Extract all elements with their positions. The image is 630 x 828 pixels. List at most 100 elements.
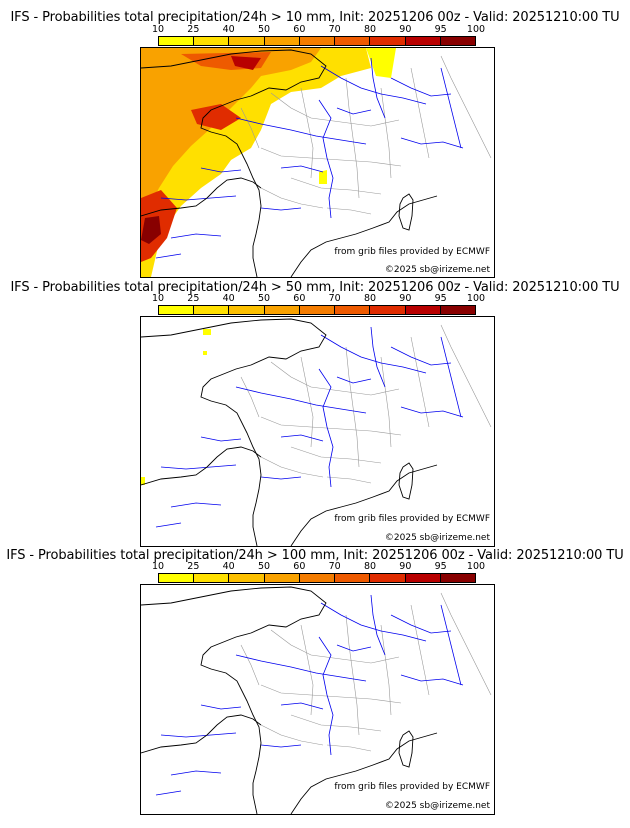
river bbox=[370, 57, 386, 119]
colorbar-tick-label: 90 bbox=[399, 24, 412, 35]
region-border bbox=[290, 177, 382, 195]
river bbox=[280, 434, 324, 442]
river bbox=[318, 636, 334, 756]
colorbar-tick-label: 25 bbox=[187, 561, 200, 572]
probability-area bbox=[191, 104, 241, 130]
river bbox=[390, 346, 452, 366]
colorbar-swatch bbox=[264, 37, 300, 45]
region-border bbox=[300, 87, 314, 179]
credit-ecmwf: from grib files provided by ECMWF bbox=[334, 782, 490, 792]
colorbar-swatch bbox=[264, 306, 300, 314]
river bbox=[280, 165, 324, 173]
colorbar-tick-label: 100 bbox=[466, 293, 486, 304]
river bbox=[170, 233, 222, 239]
river bbox=[260, 476, 302, 480]
colorbar-swatch bbox=[299, 574, 336, 582]
river bbox=[155, 790, 182, 796]
colorbar-ticks: 10 25 40 50 60 70 80 90 95 100 bbox=[152, 561, 485, 573]
probability-area bbox=[141, 48, 321, 218]
region-border bbox=[260, 456, 324, 478]
river bbox=[160, 732, 237, 738]
colorbar-tick-label: 10 bbox=[151, 561, 165, 572]
probability-area bbox=[231, 56, 261, 70]
probability-area bbox=[366, 48, 396, 78]
coastline-med bbox=[290, 195, 438, 277]
colorbar-swatch bbox=[440, 37, 475, 45]
colorbar-tick-label: 10 bbox=[151, 293, 165, 304]
river bbox=[370, 594, 386, 656]
probability-area bbox=[141, 216, 161, 244]
region-border bbox=[410, 67, 430, 159]
river bbox=[170, 502, 222, 508]
colorbar-swatch bbox=[194, 574, 230, 582]
coastline bbox=[141, 49, 327, 277]
panel-1-map: from grib files provided by ECMWF ©2025 … bbox=[140, 47, 495, 278]
region-border bbox=[380, 624, 392, 716]
colorbar-swatch bbox=[194, 37, 230, 45]
river bbox=[160, 195, 237, 201]
colorbar-swatch bbox=[335, 306, 371, 314]
credit-irizeme: ©2025 sb@irizeme.net bbox=[384, 265, 490, 275]
region-border bbox=[260, 147, 402, 167]
colorbar-tick-label: 40 bbox=[222, 293, 235, 304]
region-border bbox=[345, 614, 360, 736]
region-border bbox=[260, 684, 402, 704]
river bbox=[440, 67, 462, 149]
river bbox=[155, 253, 182, 259]
panel-2-title: IFS - Probabilities total precipitation/… bbox=[10, 280, 620, 295]
colorbar-swatch bbox=[405, 306, 441, 314]
colorbar-tick-label: 10 bbox=[151, 24, 165, 35]
colorbar-swatch bbox=[370, 37, 406, 45]
colorbar-swatch bbox=[370, 306, 406, 314]
river bbox=[400, 406, 464, 418]
colorbar-tick-label: 25 bbox=[187, 293, 200, 304]
colorbar-swatch bbox=[229, 574, 265, 582]
colorbar-tick-label: 70 bbox=[328, 293, 341, 304]
corsica-outline bbox=[398, 462, 414, 500]
river bbox=[235, 117, 367, 145]
river bbox=[260, 207, 302, 211]
colorbar-swatches bbox=[158, 573, 476, 583]
colorbar-swatches bbox=[158, 36, 476, 46]
panel-3-colorbar: 10 25 40 50 60 70 80 90 95 100 bbox=[152, 561, 485, 583]
colorbar-swatch bbox=[299, 306, 336, 314]
colorbar-swatch bbox=[194, 306, 230, 314]
colorbar-tick-label: 80 bbox=[363, 561, 377, 572]
region-border bbox=[240, 376, 260, 418]
river bbox=[260, 744, 302, 748]
colorbar-tick-label: 80 bbox=[363, 293, 377, 304]
region-border bbox=[300, 356, 314, 448]
colorbar-swatch bbox=[440, 306, 475, 314]
probability-area bbox=[141, 477, 145, 485]
river bbox=[440, 604, 462, 686]
region-border bbox=[326, 476, 372, 484]
colorbar-swatch bbox=[159, 574, 195, 582]
colorbar-swatch bbox=[229, 37, 265, 45]
coastline-spain bbox=[141, 714, 262, 754]
colorbar-swatch bbox=[405, 574, 441, 582]
region-border bbox=[440, 592, 492, 696]
colorbar-swatch bbox=[299, 37, 336, 45]
map-svg bbox=[141, 48, 492, 277]
colorbar-tick-label: 95 bbox=[434, 293, 447, 304]
coastline bbox=[141, 318, 327, 546]
river bbox=[400, 137, 464, 149]
corsica-outline bbox=[398, 193, 414, 231]
region-border bbox=[270, 629, 400, 664]
river bbox=[200, 704, 242, 710]
credit-ecmwf: from grib files provided by ECMWF bbox=[334, 247, 490, 257]
colorbar-tick-label: 25 bbox=[187, 24, 200, 35]
colorbar-swatch bbox=[405, 37, 441, 45]
probability-area bbox=[319, 170, 327, 184]
region-border bbox=[410, 336, 430, 428]
region-border bbox=[240, 644, 260, 686]
region-border bbox=[260, 187, 324, 209]
colorbar-swatch bbox=[264, 574, 300, 582]
colorbar-swatch bbox=[229, 306, 265, 314]
map-svg bbox=[141, 318, 492, 546]
colorbar-tick-label: 95 bbox=[434, 561, 447, 572]
river bbox=[336, 644, 372, 652]
colorbar-tick-label: 50 bbox=[257, 24, 271, 35]
colorbar-swatch bbox=[440, 574, 475, 582]
river bbox=[320, 334, 427, 374]
